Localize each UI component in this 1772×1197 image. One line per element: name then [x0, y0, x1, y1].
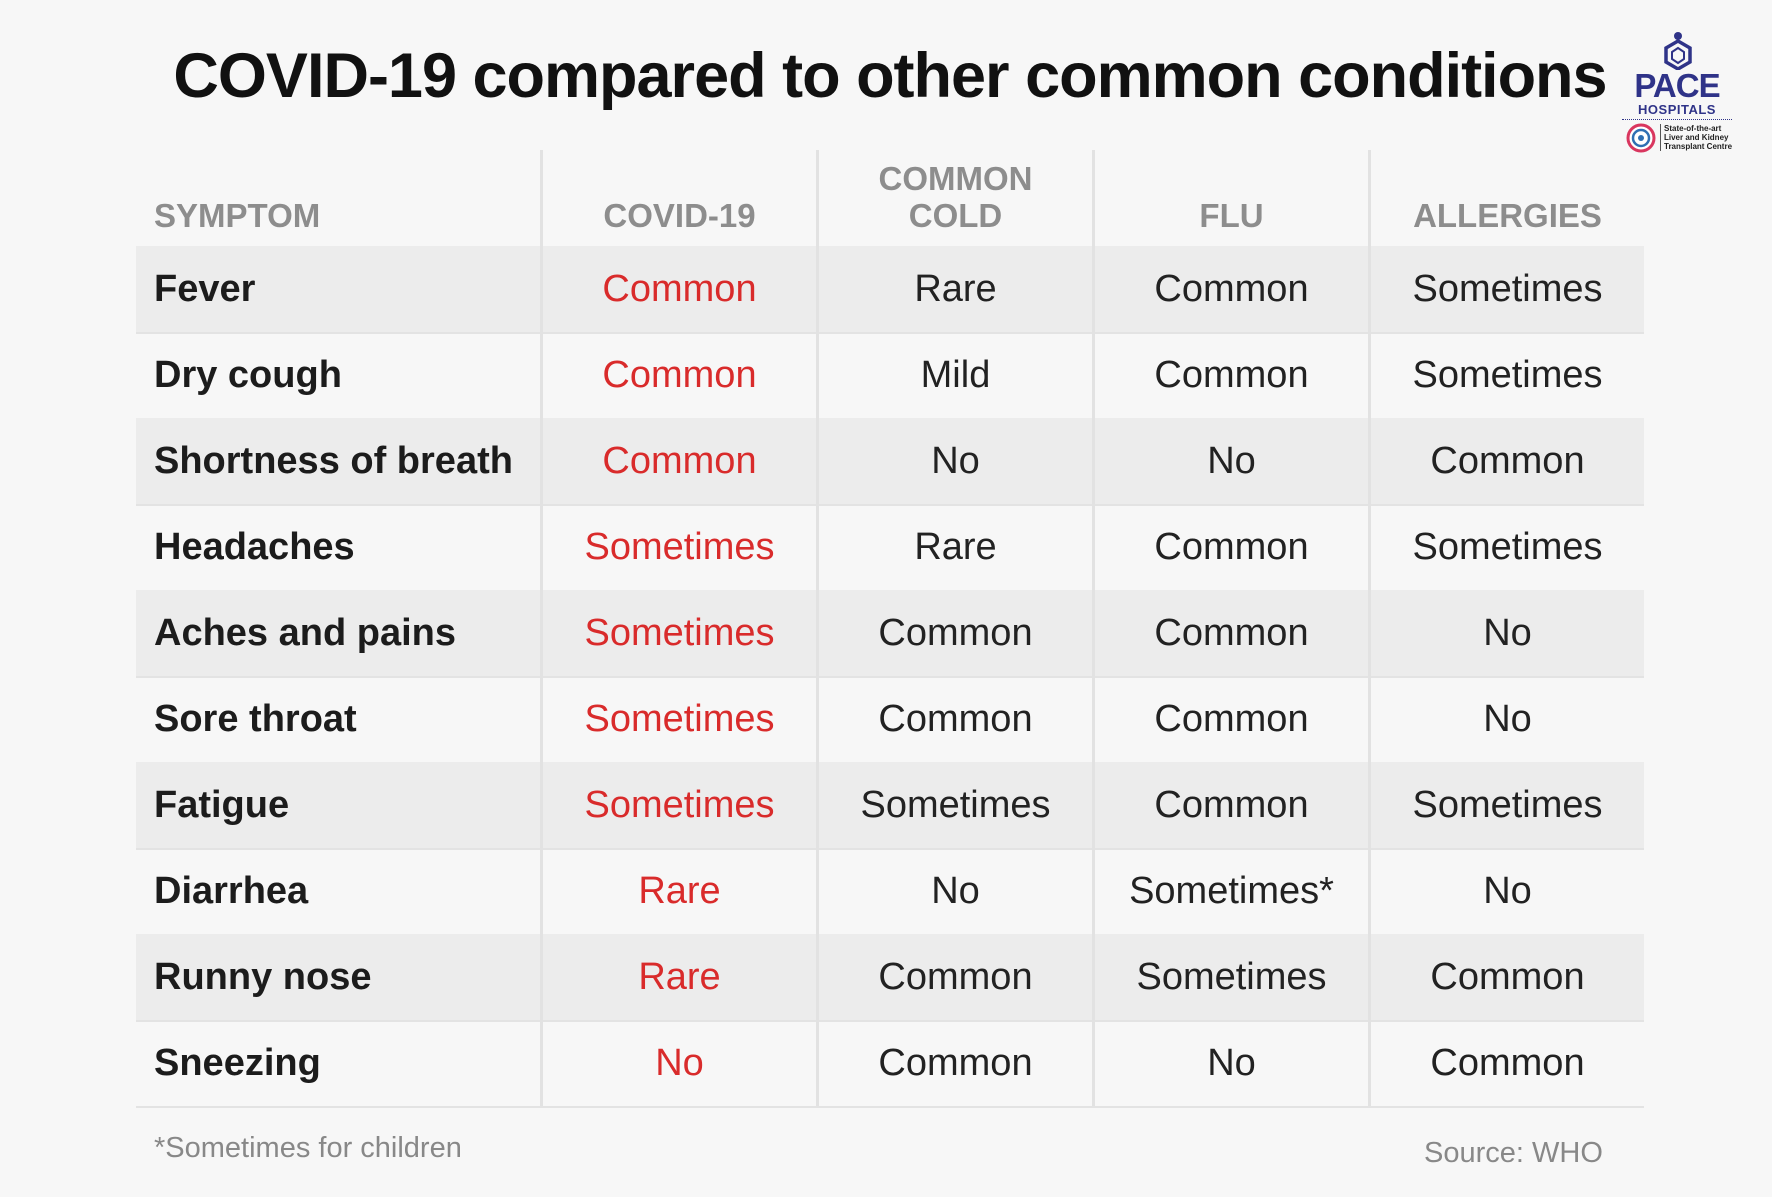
covid-cell: Sometimes	[540, 590, 816, 676]
allergies-cell: Common	[1368, 1020, 1644, 1106]
allergies-cell: Common	[1368, 418, 1644, 504]
symptom-cell: Fever	[154, 267, 256, 310]
cold-cell: Mild	[816, 332, 1092, 418]
symptom-cell: Dry cough	[154, 353, 342, 396]
covid-cell: Sometimes	[540, 676, 816, 762]
logo-name: PACE	[1634, 67, 1720, 104]
table-row: Runny nose Rare Common Sometimes Common	[136, 934, 1644, 1022]
row-divider	[136, 1106, 1644, 1108]
table-row: Shortness of breath Common No No Common	[136, 418, 1644, 506]
source-credit: Source: WHO	[1424, 1137, 1603, 1169]
row-divider	[136, 1020, 1644, 1022]
flu-cell: No	[1092, 1020, 1368, 1106]
symptom-cell: Sore throat	[154, 697, 357, 740]
symptom-cell: Headaches	[154, 525, 355, 568]
covid-cell: Rare	[540, 848, 816, 934]
row-divider	[136, 504, 1644, 506]
symptom-cell: Fatigue	[154, 783, 290, 826]
header-covid: COVID-19	[540, 150, 816, 246]
allergies-cell: Sometimes	[1368, 762, 1644, 848]
table-row: Diarrhea Rare No Sometimes* No	[136, 848, 1644, 936]
table-row: Sneezing No Common No Common	[136, 1020, 1644, 1108]
allergies-cell: Common	[1368, 934, 1644, 1020]
footnote: *Sometimes for children	[154, 1132, 462, 1164]
covid-cell: No	[540, 1020, 816, 1106]
allergies-cell: Sometimes	[1368, 246, 1644, 332]
symptom-cell: Diarrhea	[154, 869, 309, 912]
flu-cell: Sometimes*	[1092, 848, 1368, 934]
hospital-logo: PACE HOSPITALS State-of-the-art Liver an…	[1622, 30, 1732, 160]
cold-cell: Rare	[816, 504, 1092, 590]
symptom-cell: Shortness of breath	[154, 439, 513, 482]
cold-cell: No	[816, 848, 1092, 934]
cold-cell: Common	[816, 1020, 1092, 1106]
cold-cell: Common	[816, 590, 1092, 676]
allergies-cell: No	[1368, 590, 1644, 676]
table-row: Sore throat Sometimes Common Common No	[136, 676, 1644, 764]
table-row: Fatigue Sometimes Sometimes Common Somet…	[136, 762, 1644, 850]
header-flu: FLU	[1092, 150, 1368, 246]
row-divider	[136, 848, 1644, 850]
flu-cell: Common	[1092, 590, 1368, 676]
covid-cell: Sometimes	[540, 504, 816, 590]
table-row: Aches and pains Sometimes Common Common …	[136, 590, 1644, 678]
table-header-row: SYMPTOM COVID-19 COMMON COLD FLU ALLERGIE…	[136, 150, 1644, 248]
covid-cell: Common	[540, 418, 816, 504]
flu-cell: Common	[1092, 762, 1368, 848]
header-allergies: ALLERGIES	[1368, 150, 1644, 246]
logo-tagline: State-of-the-art Liver and Kidney Transp…	[1660, 124, 1738, 151]
table-row: Dry cough Common Mild Common Sometimes	[136, 332, 1644, 420]
allergies-cell: No	[1368, 848, 1644, 934]
cold-cell: Common	[816, 934, 1092, 1020]
allergies-cell: No	[1368, 676, 1644, 762]
cold-cell: Rare	[816, 246, 1092, 332]
logo-subtitle: HOSPITALS	[1622, 102, 1732, 120]
row-divider	[136, 332, 1644, 334]
covid-cell: Common	[540, 246, 816, 332]
row-divider	[136, 676, 1644, 678]
flu-cell: No	[1092, 418, 1368, 504]
flu-cell: Sometimes	[1092, 934, 1368, 1020]
flu-cell: Common	[1092, 332, 1368, 418]
symptom-comparison-table: SYMPTOM COVID-19 COMMON COLD FLU ALLERGIE…	[136, 150, 1644, 1108]
symptom-cell: Runny nose	[154, 955, 372, 998]
header-common-cold: COMMON COLD	[816, 150, 1092, 246]
cold-cell: No	[816, 418, 1092, 504]
allergies-cell: Sometimes	[1368, 504, 1644, 590]
cold-cell: Common	[816, 676, 1092, 762]
allergies-cell: Sometimes	[1368, 332, 1644, 418]
table-row: Headaches Sometimes Rare Common Sometime…	[136, 504, 1644, 592]
flu-cell: Common	[1092, 676, 1368, 762]
covid-cell: Sometimes	[540, 762, 816, 848]
header-symptom: SYMPTOM	[154, 197, 321, 234]
logo-mark-icon	[1664, 32, 1692, 70]
symptom-cell: Sneezing	[154, 1041, 321, 1084]
flu-cell: Common	[1092, 246, 1368, 332]
accreditation-seal-icon	[1626, 123, 1656, 153]
page-title: COVID-19 compared to other common condit…	[173, 41, 1607, 111]
flu-cell: Common	[1092, 504, 1368, 590]
table-row: Fever Common Rare Common Sometimes	[136, 246, 1644, 334]
symptom-cell: Aches and pains	[154, 611, 456, 654]
covid-cell: Rare	[540, 934, 816, 1020]
covid-cell: Common	[540, 332, 816, 418]
cold-cell: Sometimes	[816, 762, 1092, 848]
